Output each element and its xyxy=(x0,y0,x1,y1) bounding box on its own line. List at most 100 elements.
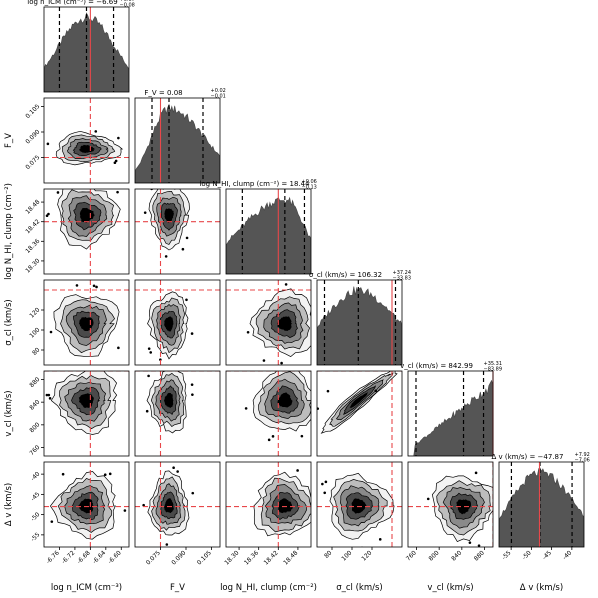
outlier-point xyxy=(94,130,98,133)
outlier-point xyxy=(326,389,330,393)
histogram-fill-1 xyxy=(135,103,220,183)
outlier-point xyxy=(143,211,147,214)
panel-frame-4-1 xyxy=(134,370,221,457)
panel-frame-1-1 xyxy=(134,97,221,184)
outlier-point xyxy=(175,362,178,365)
y-tick-label: 760 xyxy=(28,444,41,457)
x-tick-label: -45 xyxy=(541,549,553,561)
y-tick-label: 18.42 xyxy=(24,218,41,235)
y-tick-label: 80 xyxy=(31,346,41,356)
title-text-0: log n_ICM (cm⁻³) = −6.69 xyxy=(27,0,117,6)
panel-frame-4-0 xyxy=(43,370,130,457)
x-axis-label-2: log N_HI, clump (cm⁻²) xyxy=(220,583,317,593)
outlier-point xyxy=(117,136,120,140)
y-axis-label-3: σ_cl (km/s) xyxy=(4,299,14,346)
outlier-point xyxy=(61,472,65,476)
outlier-point xyxy=(191,393,194,396)
contour-panel-4-1 xyxy=(134,362,221,457)
panel-frame-4-4 xyxy=(407,370,494,457)
outlier-point xyxy=(191,491,195,495)
contour-panel-3-0 xyxy=(43,279,130,366)
outlier-point xyxy=(107,367,110,370)
x-tick-label: -6.68 xyxy=(76,549,92,565)
y-tick-label: 18.36 xyxy=(24,238,41,255)
y-axis-label-1: F_V xyxy=(4,133,14,148)
outlier-point xyxy=(317,407,320,410)
x-tick-label: 760 xyxy=(405,549,418,562)
contour-panel-2-1 xyxy=(134,188,221,275)
x-tick-label: -55 xyxy=(501,549,513,561)
title-text-3: σ_cl (km/s) = 106.32 xyxy=(309,271,382,279)
contour-panel-4-3 xyxy=(316,370,403,457)
title-err-minus-1: −0.01 xyxy=(211,94,226,100)
contour-level-3-0-4 xyxy=(79,316,94,331)
title-err-plus-1: +0.02 xyxy=(211,88,226,94)
outlier-point xyxy=(48,397,52,400)
x-tick-label: -6.72 xyxy=(60,549,76,565)
x-tick-label: 840 xyxy=(450,549,463,562)
x-tick-label: 0.090 xyxy=(170,549,187,566)
contour-level-3-2-4 xyxy=(277,316,293,331)
histogram-title-4: v_cl (km/s) = 842.99 +35.31−83.89 xyxy=(400,361,502,373)
outlier-point xyxy=(116,190,119,194)
outlier-point xyxy=(49,330,53,334)
outlier-point xyxy=(164,255,168,258)
contour-panel-3-1 xyxy=(134,279,221,366)
contour-panel-3-2 xyxy=(225,279,312,366)
title-err-minus-3: −33.83 xyxy=(393,276,412,282)
outlier-point xyxy=(147,347,151,350)
outlier-point xyxy=(176,470,179,473)
title-err-minus-4: −83.89 xyxy=(484,367,503,373)
panel-frame-0-0 xyxy=(43,6,130,93)
outlier-point xyxy=(147,374,150,378)
panel-frame-2-2 xyxy=(225,188,312,275)
histogram-title-2: log N_HI, clump (cm⁻²) = 18.44+0.06−0.13 xyxy=(199,179,316,191)
histogram-0 xyxy=(43,6,130,93)
x-axis-label-4: v_cl (km/s) xyxy=(427,583,473,593)
contour-level-4-1-4 xyxy=(164,392,174,408)
panel-frame-5-5 xyxy=(498,461,585,548)
histogram-fill-4 xyxy=(408,379,493,456)
outlier-point xyxy=(321,482,324,486)
outlier-point xyxy=(114,159,118,163)
outlier-point xyxy=(280,361,283,365)
outlier-point xyxy=(56,191,60,194)
contour-panel-5-0 xyxy=(43,461,130,548)
outlier-point xyxy=(324,480,328,484)
outlier-point xyxy=(181,247,185,251)
y-axis-1: 0.075 0.090 0.105 F_V xyxy=(4,103,44,171)
panel-frame-3-3 xyxy=(316,279,403,366)
panel-frame-5-4 xyxy=(407,461,494,548)
panel-frame-5-0 xyxy=(43,461,130,548)
histogram-title-0: log n_ICM (cm⁻³) = −6.69 +0.07−0.08 xyxy=(27,0,135,9)
outlier-point xyxy=(45,393,49,397)
outlier-point xyxy=(244,407,248,410)
y-tick-label: 100 xyxy=(28,326,41,339)
outlier-point xyxy=(47,212,50,216)
panel-frame-4-2 xyxy=(225,370,312,457)
x-tick-label: -40 xyxy=(561,549,573,561)
outlier-point xyxy=(113,161,117,165)
panel-frame-4-3 xyxy=(316,370,403,457)
y-tick-label: 0.105 xyxy=(24,103,41,120)
x-tick-label: 120 xyxy=(360,549,373,562)
contour-panel-5-4 xyxy=(407,461,494,548)
y-axis-5: -55 -50 -45 -40 Δ v (km/s) xyxy=(4,470,44,543)
x-axis-label-3: σ_cl (km/s) xyxy=(336,583,383,593)
y-axis-label-4: v_cl (km/s) xyxy=(4,390,14,436)
panel-frame-2-0 xyxy=(43,188,130,275)
x-axis-1: 0.075 0.090 0.105 F_V xyxy=(145,547,213,593)
contour-level-2-0-4 xyxy=(79,207,95,223)
outlier-point xyxy=(474,471,478,475)
x-axis-0: -6.76 -6.72 -6.68 -6.64 -6.60 log n_ICM (cm⁻³… xyxy=(45,547,123,593)
contour-level-3-1-4 xyxy=(164,316,174,332)
title-text-1: F_V = 0.08 xyxy=(144,89,182,97)
outlier-point xyxy=(246,330,250,334)
outlier-point xyxy=(95,285,98,289)
outlier-point xyxy=(149,351,153,354)
title-text-4: v_cl (km/s) = 842.99 xyxy=(400,362,473,370)
y-axis-3: 80 100 120 σ_cl (km/s) xyxy=(4,299,44,357)
outlier-point xyxy=(82,174,85,177)
title-err-plus-0: +0.07 xyxy=(120,0,135,3)
outlier-point xyxy=(374,389,378,393)
